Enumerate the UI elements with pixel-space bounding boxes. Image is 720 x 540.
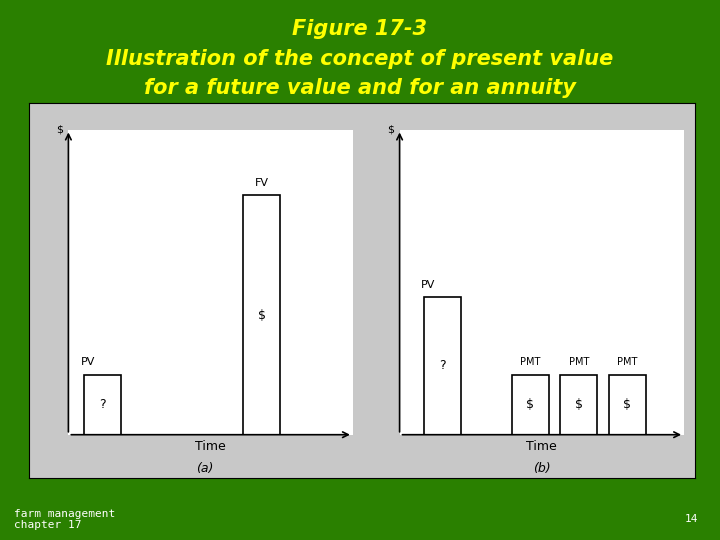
Text: ?: ? [99, 399, 106, 411]
Text: $: $ [55, 125, 63, 134]
Bar [424, 297, 461, 435]
Text: $: $ [387, 125, 394, 134]
Text: PMT: PMT [521, 357, 541, 367]
Text: 14: 14 [685, 515, 698, 524]
Text: FV: FV [255, 178, 269, 188]
Text: PV: PV [81, 357, 96, 367]
Text: $: $ [623, 399, 631, 411]
Bar [560, 375, 598, 435]
Text: (b): (b) [533, 462, 550, 475]
Bar [243, 195, 280, 435]
Text: $: $ [258, 308, 266, 321]
Text: Illustration of the concept of present value: Illustration of the concept of present v… [107, 49, 613, 69]
X-axis label: Time: Time [526, 440, 557, 453]
Text: PMT: PMT [569, 357, 589, 367]
Bar [512, 375, 549, 435]
Bar [608, 375, 646, 435]
Bar [84, 375, 121, 435]
Text: ?: ? [439, 360, 446, 373]
Text: farm management
chapter 17: farm management chapter 17 [14, 509, 116, 530]
Text: PMT: PMT [617, 357, 637, 367]
Text: $: $ [575, 399, 582, 411]
Text: $: $ [526, 399, 534, 411]
Text: Figure 17-3: Figure 17-3 [292, 19, 428, 39]
Text: PV: PV [421, 280, 436, 289]
Text: for a future value and for an annuity: for a future value and for an annuity [144, 78, 576, 98]
Text: (a): (a) [197, 462, 214, 475]
X-axis label: Time: Time [195, 440, 226, 453]
